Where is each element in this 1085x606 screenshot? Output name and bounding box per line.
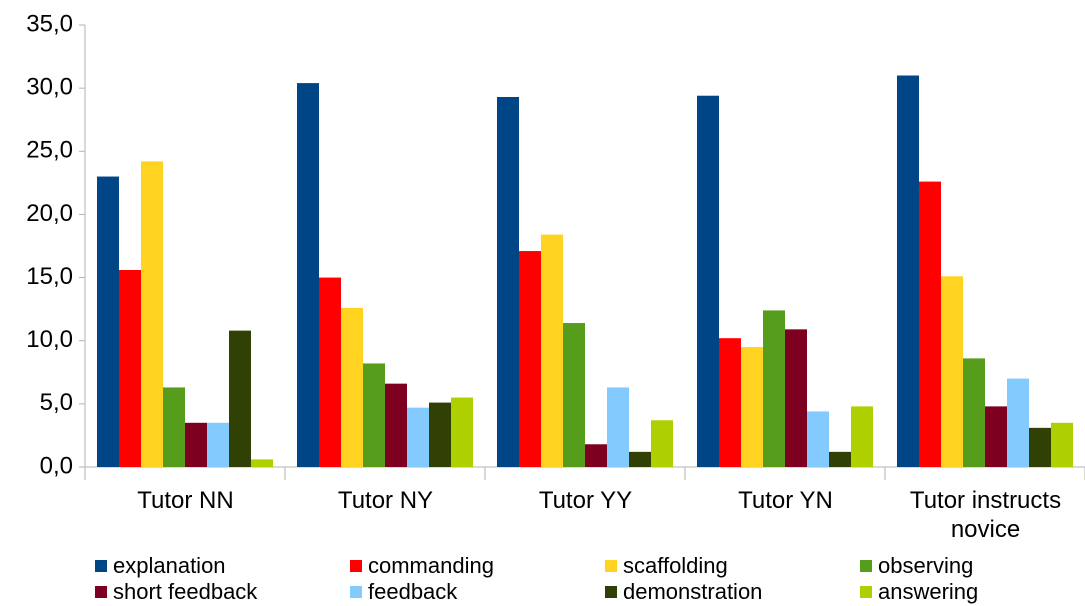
- y-tick-label: 10,0: [26, 326, 73, 353]
- legend-swatch: [860, 560, 872, 572]
- x-tick-label: Tutor NN: [137, 487, 234, 514]
- y-tick-label: 35,0: [26, 10, 73, 37]
- bar: [119, 269, 141, 467]
- legend-label: scaffolding: [623, 553, 728, 578]
- bar: [141, 161, 163, 468]
- legend-label: observing: [878, 553, 973, 578]
- bar: [207, 422, 229, 467]
- legend-label: explanation: [113, 553, 226, 578]
- bar: [297, 83, 319, 467]
- bar: [719, 338, 741, 467]
- y-tick-label: 30,0: [26, 73, 73, 100]
- bar: [763, 310, 785, 467]
- legend-label: demonstration: [623, 579, 762, 604]
- legend-label: commanding: [368, 553, 494, 578]
- bar: [185, 422, 207, 467]
- bar: [985, 406, 1007, 467]
- bar: [963, 358, 985, 467]
- legend-swatch: [95, 560, 107, 572]
- bar: [697, 95, 719, 467]
- bar: [97, 176, 119, 468]
- bar: [163, 387, 185, 467]
- bar: [407, 407, 429, 467]
- bar: [385, 383, 407, 467]
- x-tick-label: Tutor YY: [538, 487, 633, 514]
- bar: [1051, 422, 1073, 467]
- bar: [341, 307, 363, 467]
- bar: [541, 234, 563, 467]
- y-tick-label: 25,0: [26, 137, 73, 164]
- y-tick-label: 20,0: [26, 200, 73, 227]
- x-tick-label: Tutor YN: [738, 487, 833, 514]
- bar: [519, 251, 541, 467]
- bar: [829, 451, 851, 467]
- legend-swatch: [860, 586, 872, 598]
- y-tick-label: 15,0: [26, 263, 73, 290]
- bar: [1029, 427, 1051, 467]
- legend-label: feedback: [368, 579, 458, 604]
- bar: [563, 323, 585, 467]
- bar: [897, 75, 919, 467]
- bar: [429, 402, 451, 467]
- legend-label: short feedback: [113, 579, 258, 604]
- bar: [451, 397, 473, 467]
- bar: [363, 363, 385, 467]
- legend-swatch: [605, 560, 617, 572]
- bar: [741, 347, 763, 467]
- bar: [497, 96, 519, 468]
- y-tick-label: 0,0: [40, 452, 73, 479]
- bar: [785, 329, 807, 467]
- legend-swatch: [95, 586, 107, 598]
- bar: [919, 181, 941, 467]
- bar: [251, 459, 273, 467]
- bar: [941, 276, 963, 467]
- legend-swatch: [350, 586, 362, 598]
- y-tick-label: 5,0: [40, 389, 73, 416]
- bar: [807, 411, 829, 467]
- bar: [1007, 378, 1029, 467]
- x-tick-label: Tutor instructs novice: [909, 487, 1062, 543]
- legend-label: answering: [878, 579, 978, 604]
- legend-swatch: [605, 586, 617, 598]
- legend-swatch: [350, 560, 362, 572]
- bar: [851, 406, 873, 467]
- x-tick-label: Tutor NY: [337, 487, 434, 514]
- bar: [319, 277, 341, 467]
- bar: [585, 444, 607, 467]
- bar: [629, 451, 651, 467]
- bar: [607, 387, 629, 467]
- bar: [651, 420, 673, 467]
- bar: [229, 330, 251, 467]
